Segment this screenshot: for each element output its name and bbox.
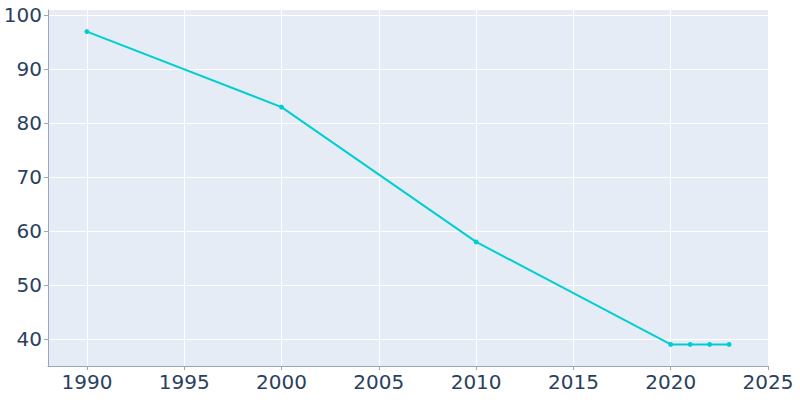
svg-text:2015: 2015 bbox=[548, 370, 599, 394]
svg-text:2005: 2005 bbox=[353, 370, 404, 394]
svg-text:2000: 2000 bbox=[256, 370, 307, 394]
svg-text:80: 80 bbox=[17, 111, 42, 135]
svg-text:1990: 1990 bbox=[61, 370, 112, 394]
svg-text:50: 50 bbox=[17, 273, 42, 297]
svg-text:70: 70 bbox=[17, 165, 42, 189]
svg-text:90: 90 bbox=[17, 57, 42, 81]
svg-text:2010: 2010 bbox=[451, 370, 502, 394]
svg-text:100: 100 bbox=[4, 3, 42, 27]
svg-text:40: 40 bbox=[17, 327, 42, 351]
svg-text:2025: 2025 bbox=[743, 370, 794, 394]
svg-text:60: 60 bbox=[17, 219, 42, 243]
svg-text:1995: 1995 bbox=[159, 370, 210, 394]
svg-text:2020: 2020 bbox=[645, 370, 696, 394]
